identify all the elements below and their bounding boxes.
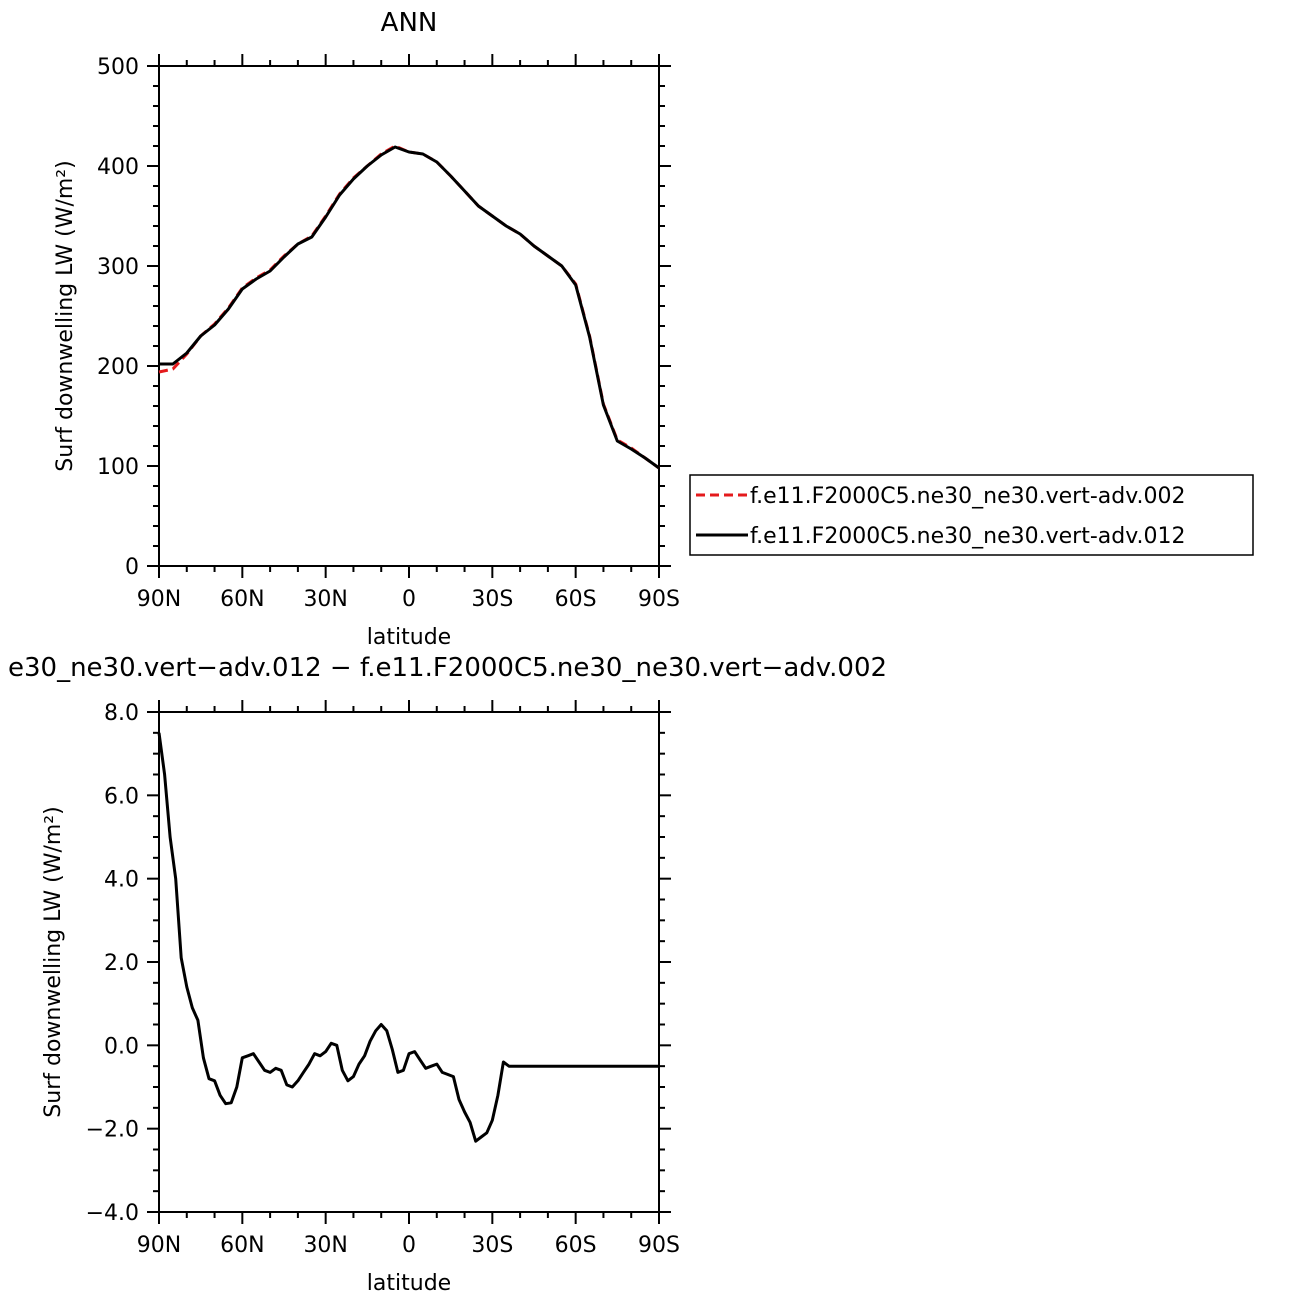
x-tick-label: 60S xyxy=(555,587,597,612)
x-tick-label: 0 xyxy=(402,587,416,612)
x-tick-label: 60N xyxy=(220,1233,264,1258)
bottom-panel: e30_ne30.vert−adv.012 − f.e11.F2000C5.ne… xyxy=(8,653,887,1296)
y-tick-label: 300 xyxy=(97,255,139,280)
top-panel: ANN 90N 60N 30N 0 30S 60S 90S0100200300400500 … xyxy=(53,8,1254,650)
top-x-axis-title: latitude xyxy=(367,625,451,650)
y-tick-label: 500 xyxy=(97,55,139,80)
y-tick-label: 100 xyxy=(97,455,139,480)
x-tick-label: 90S xyxy=(638,1233,680,1258)
x-tick-label: 0 xyxy=(402,1233,416,1258)
y-tick-label: 6.0 xyxy=(104,784,139,809)
x-tick-label: 90S xyxy=(638,587,680,612)
x-tick-label: 60S xyxy=(555,1233,597,1258)
top-plot-title: ANN xyxy=(381,8,438,38)
bottom-plot-title: e30_ne30.vert−adv.012 − f.e11.F2000C5.ne… xyxy=(8,653,887,683)
legend-label-series-012: f.e11.F2000C5.ne30_ne30.vert-adv.012 xyxy=(750,524,1186,549)
y-tick-label: 0.0 xyxy=(104,1034,139,1059)
legend: f.e11.F2000C5.ne30_ne30.vert-adv.002 f.e… xyxy=(689,474,1254,556)
x-tick-label: 30N xyxy=(303,1233,347,1258)
x-tick-label: 60N xyxy=(220,587,264,612)
x-tick-label: 30N xyxy=(303,587,347,612)
bottom-x-axis-title: latitude xyxy=(367,1271,451,1296)
plot-frame xyxy=(158,711,660,1213)
x-tick-label: 30S xyxy=(471,1233,513,1258)
series-line-0 xyxy=(158,144,660,470)
bottom-plot-area: 90N 60N 30N 0 30S 60S 90S −4.0 −2.0 0.0 2.0 4.0 6.0 8… xyxy=(86,700,680,1258)
x-tick-label: 30S xyxy=(471,587,513,612)
y-tick-label: 400 xyxy=(97,155,139,180)
legend-box xyxy=(689,474,1254,556)
legend-label-series-002: f.e11.F2000C5.ne30_ne30.vert-adv.002 xyxy=(750,484,1186,509)
x-tick-label: 90N xyxy=(137,587,181,612)
y-tick-label: 2.0 xyxy=(104,951,139,976)
top-y-axis-title: Surf downwelling LW (W/m²) xyxy=(53,160,78,471)
y-tick-label: −4.0 xyxy=(86,1201,139,1226)
y-tick-label: −2.0 xyxy=(86,1118,139,1143)
x-tick-label: 90N xyxy=(137,1233,181,1258)
y-tick-label: 200 xyxy=(97,355,139,380)
y-tick-label: 0 xyxy=(125,555,139,580)
series-line-1 xyxy=(159,145,660,470)
top-plot-area: 90N 60N 30N 0 30S 60S 90S 0 100 200 300 400 500 xyxy=(97,54,680,612)
y-tick-label: 4.0 xyxy=(104,868,139,893)
y-tick-label: 8.0 xyxy=(104,701,139,726)
series-line-0 xyxy=(157,732,659,1143)
bottom-y-axis-title: Surf downwelling LW (W/m²) xyxy=(41,806,66,1117)
